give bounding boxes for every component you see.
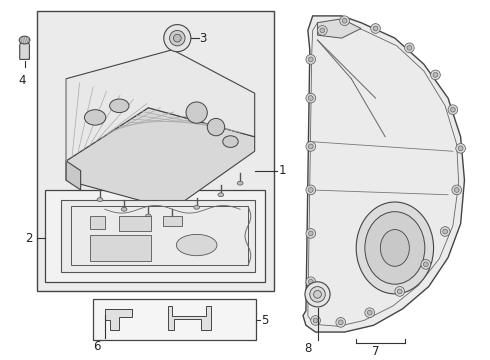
Circle shape [306,229,316,238]
Ellipse shape [365,212,425,284]
Circle shape [164,24,191,52]
Circle shape [456,144,466,153]
Ellipse shape [84,110,106,125]
Circle shape [371,24,380,33]
Text: 7: 7 [372,345,379,357]
Polygon shape [66,161,81,190]
Circle shape [373,26,378,31]
Circle shape [313,318,318,323]
Circle shape [433,72,438,77]
Circle shape [368,310,372,315]
Circle shape [395,287,405,296]
Ellipse shape [110,99,129,113]
Bar [45,190,265,282]
Circle shape [448,105,458,114]
Ellipse shape [146,214,151,218]
Text: 3: 3 [199,32,207,45]
Polygon shape [90,216,105,229]
Ellipse shape [121,207,127,211]
Circle shape [308,231,313,236]
Bar [93,299,256,340]
Circle shape [365,308,374,318]
Polygon shape [168,306,211,330]
Circle shape [173,34,181,42]
Circle shape [318,26,327,35]
Circle shape [170,30,185,46]
Circle shape [306,141,316,151]
Circle shape [421,260,431,269]
Ellipse shape [380,230,409,266]
Circle shape [397,289,402,294]
Polygon shape [303,16,465,332]
Ellipse shape [170,217,175,221]
Bar [37,11,274,292]
Circle shape [306,277,316,287]
Circle shape [441,227,450,236]
Circle shape [336,318,345,327]
Circle shape [310,287,325,302]
Circle shape [443,229,447,234]
Polygon shape [66,50,255,161]
Text: 4: 4 [18,74,25,87]
Circle shape [308,96,313,100]
Polygon shape [119,216,151,230]
Circle shape [314,291,321,298]
Ellipse shape [237,181,243,185]
Circle shape [311,316,320,325]
Polygon shape [163,216,182,226]
Text: 5: 5 [262,314,269,327]
Circle shape [342,18,347,23]
Text: 2: 2 [25,232,33,245]
Circle shape [458,146,463,151]
Ellipse shape [356,202,434,294]
Polygon shape [66,108,255,209]
Text: 6: 6 [93,340,101,353]
Circle shape [308,188,313,192]
Circle shape [306,185,316,195]
Ellipse shape [176,234,217,256]
Circle shape [452,185,462,195]
Circle shape [423,262,428,267]
Circle shape [431,70,441,80]
Circle shape [407,45,412,50]
Polygon shape [105,309,132,330]
Circle shape [306,93,316,103]
Ellipse shape [218,193,224,197]
Circle shape [320,28,325,33]
Circle shape [308,279,313,284]
Circle shape [454,188,459,192]
Ellipse shape [223,136,238,147]
Circle shape [340,16,349,26]
Text: 1: 1 [279,164,286,177]
Circle shape [305,282,330,307]
Circle shape [306,55,316,64]
Circle shape [405,43,414,53]
Circle shape [308,57,313,62]
Ellipse shape [19,36,30,44]
Circle shape [338,320,343,325]
Circle shape [450,107,455,112]
Polygon shape [90,235,151,261]
Circle shape [308,144,313,149]
Ellipse shape [97,198,103,202]
Polygon shape [20,40,29,59]
Circle shape [186,102,207,123]
Ellipse shape [194,206,199,209]
Polygon shape [61,199,255,272]
Circle shape [207,118,225,136]
Text: 8: 8 [304,342,312,355]
Polygon shape [318,19,361,38]
